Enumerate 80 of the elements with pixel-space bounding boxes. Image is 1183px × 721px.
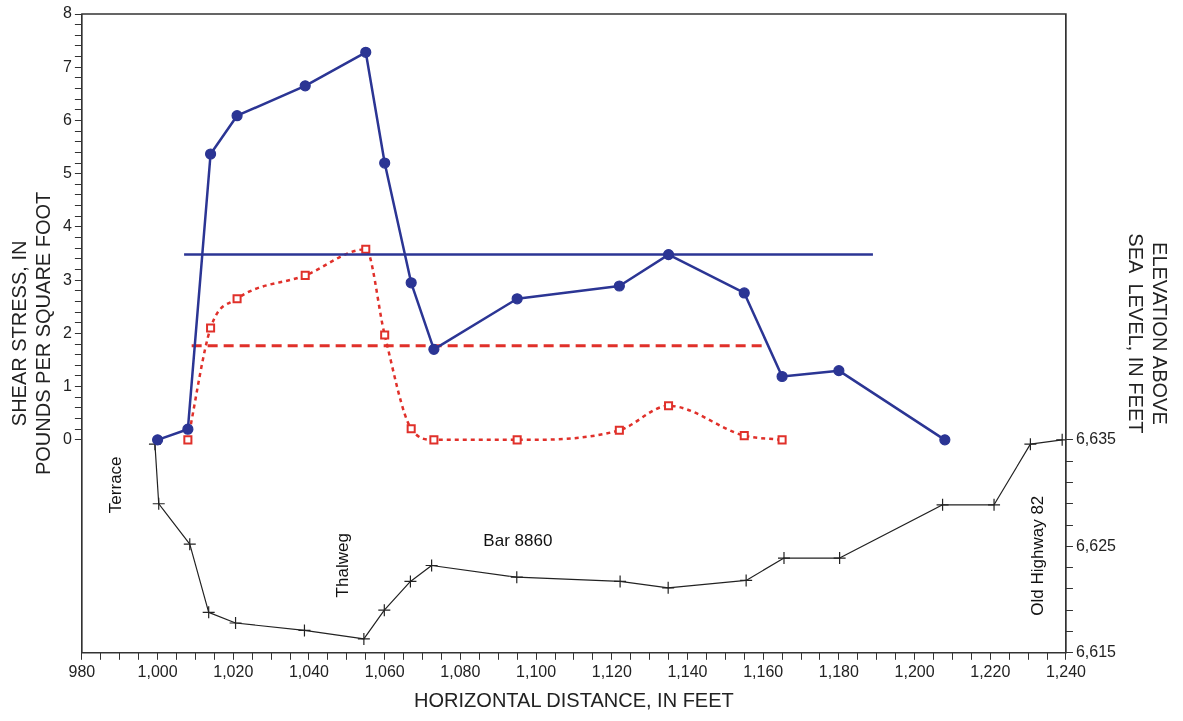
x-tick-label: 1,000 — [137, 662, 178, 680]
point — [777, 551, 791, 565]
x-tick-label: 1,220 — [970, 662, 1011, 680]
x-tick-label: 1,120 — [591, 662, 632, 680]
x-tick-label: 1,140 — [667, 662, 708, 680]
point — [228, 616, 243, 630]
point — [152, 497, 166, 511]
y-tick-label: 4 — [62, 217, 72, 235]
point — [428, 343, 440, 355]
y-tick-label: 5 — [62, 164, 72, 182]
point — [510, 570, 524, 584]
x-tick-label: 1,100 — [516, 662, 557, 680]
x-tick-label: 1,040 — [288, 662, 330, 680]
point — [987, 498, 1001, 512]
point — [613, 574, 627, 589]
y-tick-label: 8 — [62, 4, 72, 22]
point — [182, 423, 194, 435]
point — [429, 435, 439, 445]
point — [833, 365, 845, 377]
point — [939, 434, 951, 446]
annotation: Terrace — [106, 456, 126, 514]
x-tick-label: 1,200 — [894, 662, 935, 680]
y2-tick-label: 6,615 — [1075, 643, 1117, 661]
point — [377, 603, 391, 617]
point — [152, 434, 164, 446]
x-tick-label: 1,020 — [213, 662, 254, 680]
annotation: Old Highway 82 — [1028, 495, 1048, 616]
y-tick-label: 7 — [62, 57, 72, 75]
point — [512, 435, 522, 445]
point — [664, 401, 674, 411]
point — [297, 623, 312, 638]
x-tick-label: 980 — [68, 662, 96, 680]
point — [204, 148, 217, 160]
point — [777, 435, 787, 445]
y-tick-label: 1 — [62, 377, 72, 395]
x-tick-label: 1,160 — [743, 662, 784, 680]
point — [300, 270, 310, 280]
x-tick-label: 1,060 — [364, 662, 405, 680]
y2-tick-label: 6,635 — [1075, 430, 1117, 448]
point — [739, 431, 749, 441]
point — [231, 110, 243, 122]
point — [183, 435, 193, 445]
point — [360, 46, 372, 58]
y-tick-label: 2 — [62, 323, 72, 341]
y-tick-label: 3 — [62, 270, 72, 288]
point — [406, 424, 416, 434]
point — [738, 287, 750, 299]
point — [425, 558, 439, 573]
point — [379, 157, 391, 169]
point — [614, 425, 624, 435]
y2-axis-title: ELEVATION ABOVE SEA LEVEL, IN FEET — [1125, 233, 1172, 434]
annotation: Bar 8860 — [483, 530, 553, 550]
point — [1023, 437, 1037, 451]
point — [935, 498, 950, 512]
y-tick-label: 0 — [62, 430, 72, 448]
point — [739, 573, 753, 587]
point — [661, 581, 675, 595]
y-axis-title: SHEAR STRESS, IN POUNDS PER SQUARE FOOT — [7, 191, 54, 476]
point — [232, 294, 242, 304]
x-axis-title: HORIZONTAL DISTANCE, IN FEET — [414, 688, 734, 711]
point — [361, 244, 371, 254]
point — [206, 323, 216, 333]
y-tick-label: 6 — [62, 110, 72, 128]
point — [511, 293, 523, 305]
point — [299, 80, 311, 92]
x-tick-label: 1,240 — [1045, 662, 1087, 680]
point — [403, 574, 418, 589]
y2-tick-label: 6,625 — [1075, 536, 1117, 554]
point — [202, 605, 216, 619]
point — [776, 370, 788, 383]
x-tick-label: 1,180 — [818, 662, 859, 680]
point — [380, 330, 390, 340]
point — [183, 537, 197, 551]
point — [662, 249, 675, 261]
x-tick-label: 1,080 — [440, 662, 481, 680]
point — [405, 277, 417, 289]
point — [357, 632, 371, 646]
point — [613, 280, 625, 292]
point — [833, 551, 847, 565]
annotation: Thalweg — [333, 533, 353, 598]
